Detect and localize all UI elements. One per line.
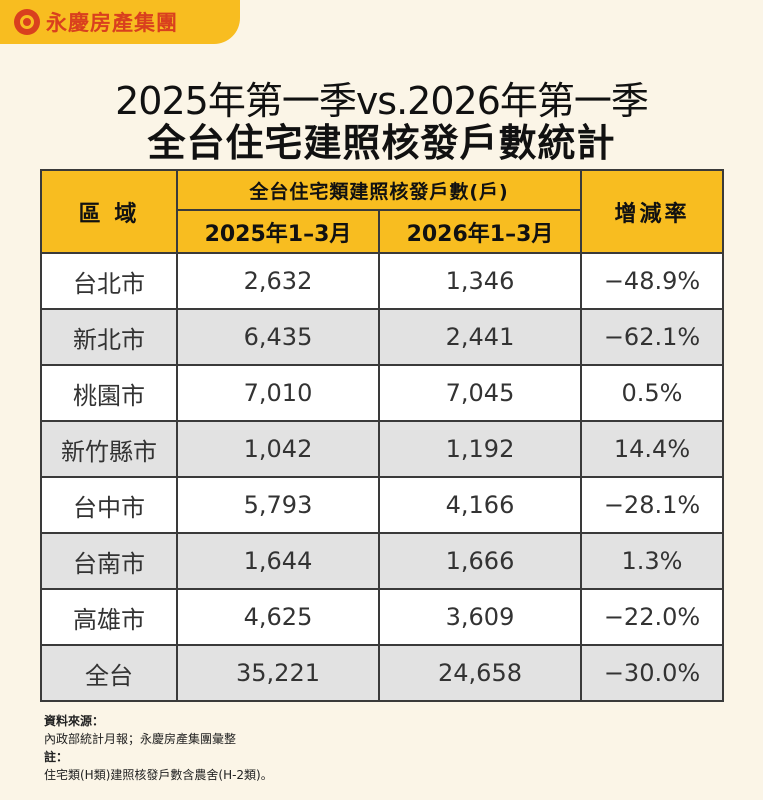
cell-change-rate: 1.3% bbox=[580, 532, 724, 590]
table-row: 新北市 6,435 2,441 −62.1% bbox=[40, 308, 724, 366]
cell-2025: 2,632 bbox=[176, 252, 380, 310]
cell-change-rate: 14.4% bbox=[580, 420, 724, 478]
header-permit-units: 全台住宅類建照核發戶數(戶) bbox=[176, 169, 582, 211]
cell-2026: 1,666 bbox=[378, 532, 582, 590]
header-change-rate: 增減率 bbox=[580, 169, 724, 254]
table-body: 台北市 2,632 1,346 −48.9% 新北市 6,435 2,441 −62.1% 桃園… bbox=[40, 252, 724, 702]
cell-change-rate: −30.0% bbox=[580, 644, 724, 702]
cell-region: 桃園市 bbox=[40, 364, 178, 422]
footnotes: 資料來源： 內政部統計月報；永慶房產集團彙整 註： 住宅類(H類)建照核發戶數含… bbox=[44, 712, 273, 784]
cell-change-rate: −62.1% bbox=[580, 308, 724, 366]
cell-region: 新北市 bbox=[40, 308, 178, 366]
cell-2026: 2,441 bbox=[378, 308, 582, 366]
cell-region: 高雄市 bbox=[40, 588, 178, 646]
cell-2026: 1,192 bbox=[378, 420, 582, 478]
cell-2025: 7,010 bbox=[176, 364, 380, 422]
cell-2026: 1,346 bbox=[378, 252, 582, 310]
brand-name: 永慶房產集團 bbox=[46, 11, 178, 35]
cell-2025: 1,644 bbox=[176, 532, 380, 590]
cell-2025: 4,625 bbox=[176, 588, 380, 646]
cell-2025: 6,435 bbox=[176, 308, 380, 366]
source-text: 內政部統計月報；永慶房產集團彙整 bbox=[44, 732, 237, 746]
header-2025: 2025年1–3月 bbox=[176, 209, 380, 254]
table-row: 高雄市 4,625 3,609 −22.0% bbox=[40, 588, 724, 646]
header-region: 區 域 bbox=[40, 169, 178, 254]
table-row: 台南市 1,644 1,666 1.3% bbox=[40, 532, 724, 590]
cell-2025: 35,221 bbox=[176, 644, 380, 702]
cell-region: 台南市 bbox=[40, 532, 178, 590]
header-2026: 2026年1–3月 bbox=[378, 209, 582, 254]
table-row: 全台 35,221 24,658 −30.0% bbox=[40, 644, 724, 702]
swirl-logo-icon bbox=[14, 9, 40, 35]
page-title-line2: 全台住宅建照核發戶數統計 bbox=[147, 121, 616, 165]
cell-2026: 24,658 bbox=[378, 644, 582, 702]
cell-2026: 3,609 bbox=[378, 588, 582, 646]
cell-change-rate: 0.5% bbox=[580, 364, 724, 422]
cell-change-rate: −48.9% bbox=[580, 252, 724, 310]
cell-region: 新竹縣市 bbox=[40, 420, 178, 478]
cell-change-rate: −28.1% bbox=[580, 476, 724, 534]
permit-stats-table: 區 域 全台住宅類建照核發戶數(戶) 增減率 2025年1–3月 2026年1–… bbox=[40, 169, 724, 702]
cell-region: 台中市 bbox=[40, 476, 178, 534]
note-label: 註： bbox=[44, 750, 69, 764]
brand-banner: 永慶房產集團 bbox=[0, 0, 240, 44]
cell-region: 全台 bbox=[40, 644, 178, 702]
cell-change-rate: −22.0% bbox=[580, 588, 724, 646]
page-title-line1: 2025年第一季vs.2026年第一季 bbox=[115, 79, 649, 123]
table-row: 新竹縣市 1,042 1,192 14.4% bbox=[40, 420, 724, 478]
table-row: 台中市 5,793 4,166 −28.1% bbox=[40, 476, 724, 534]
cell-2025: 1,042 bbox=[176, 420, 380, 478]
table-row: 台北市 2,632 1,346 −48.9% bbox=[40, 252, 724, 310]
note-text: 住宅類(H類)建照核發戶數含農舍(H-2類)。 bbox=[44, 768, 273, 782]
table-row: 桃園市 7,010 7,045 0.5% bbox=[40, 364, 724, 422]
cell-2025: 5,793 bbox=[176, 476, 380, 534]
cell-2026: 7,045 bbox=[378, 364, 582, 422]
cell-2026: 4,166 bbox=[378, 476, 582, 534]
cell-region: 台北市 bbox=[40, 252, 178, 310]
source-label: 資料來源： bbox=[44, 714, 105, 728]
